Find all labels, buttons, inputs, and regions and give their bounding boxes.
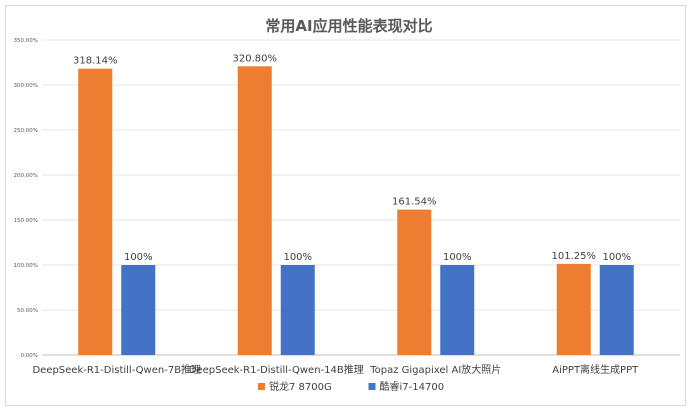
data-label: 100% bbox=[443, 252, 472, 263]
legend-label: 酷睿i7-14700 bbox=[380, 380, 445, 393]
legend-swatch bbox=[368, 383, 376, 390]
bar bbox=[121, 265, 156, 355]
x-axis-labels: DeepSeek-R1-Distill-Qwen-7B推理DeepSeek-R1… bbox=[32, 363, 639, 376]
chart-title: 常用AI应用性能表现对比 bbox=[265, 17, 432, 35]
y-tick-label: 350.00% bbox=[14, 38, 38, 44]
bar bbox=[556, 263, 591, 355]
x-tick-label: Topaz Gigapixel AI放大照片 bbox=[369, 363, 501, 376]
bar bbox=[280, 265, 315, 355]
data-label: 101.25% bbox=[552, 251, 597, 262]
y-tick-label: 0.00% bbox=[21, 353, 38, 359]
legend-swatch bbox=[258, 383, 265, 390]
data-labels: 318.14% 100% 320.80% 100% 161.54% 100% 101.25%… bbox=[73, 53, 631, 263]
y-tick-label: 300.00% bbox=[14, 83, 38, 89]
x-tick-label: DeepSeek-R1-Distill-Qwen-14B推理 bbox=[189, 363, 364, 376]
legend-label: 锐龙7 8700G bbox=[269, 380, 332, 393]
data-label: 320.80% bbox=[233, 53, 278, 64]
bars bbox=[78, 66, 634, 355]
x-tick-label: DeepSeek-R1-Distill-Qwen-7B推理 bbox=[32, 363, 201, 376]
y-axis-ticks: 0.00% 50.00% 100.00% 150.00% 200.00% 250.00% 3… bbox=[14, 38, 38, 359]
y-tick-label: 50.00% bbox=[17, 308, 38, 314]
data-label: 100% bbox=[124, 252, 153, 263]
y-tick-label: 200.00% bbox=[14, 173, 38, 179]
y-tick-label: 100.00% bbox=[14, 263, 38, 269]
bar bbox=[599, 265, 634, 355]
legend: 锐龙7 8700G 酷睿i7-14700 bbox=[258, 380, 444, 393]
bar bbox=[78, 68, 113, 355]
y-tick-label: 250.00% bbox=[14, 128, 38, 134]
x-tick-label: AiPPT离线生成PPT bbox=[552, 363, 639, 376]
y-tick-label: 150.00% bbox=[14, 218, 38, 224]
data-label: 100% bbox=[283, 252, 312, 263]
data-label: 318.14% bbox=[73, 56, 118, 67]
bar bbox=[237, 66, 272, 355]
bar bbox=[440, 265, 475, 355]
bar bbox=[397, 209, 432, 355]
data-label: 161.54% bbox=[392, 197, 437, 208]
data-label: 100% bbox=[602, 252, 631, 263]
chart-frame bbox=[5, 5, 686, 406]
